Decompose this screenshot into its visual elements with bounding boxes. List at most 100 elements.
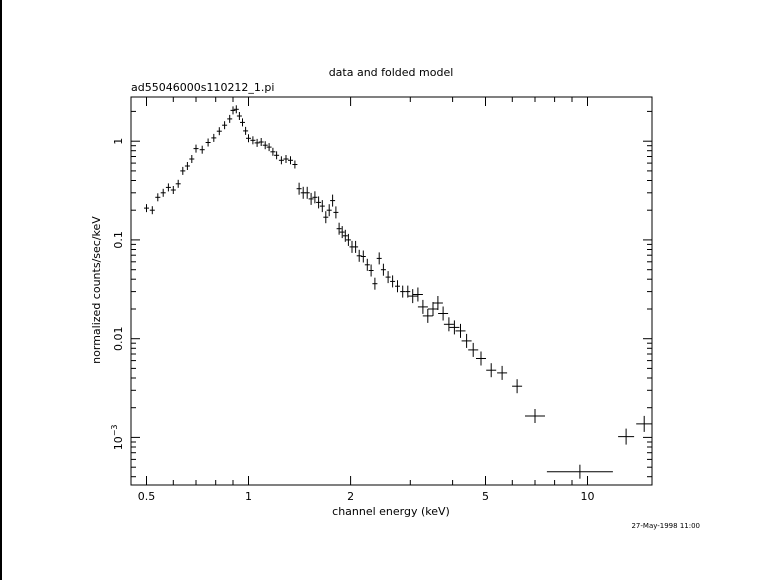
data-point <box>443 317 454 332</box>
data-point <box>390 275 396 288</box>
data-point <box>360 250 366 263</box>
data-point <box>438 306 449 321</box>
data-point <box>364 258 370 271</box>
data-point <box>222 121 228 130</box>
data-point <box>175 179 181 188</box>
y-axis-label: normalized counts/sec/keV <box>90 216 103 364</box>
axis-ticks <box>131 97 652 485</box>
x-tick-label: 1 <box>245 490 252 503</box>
data-point <box>407 289 418 304</box>
data-point <box>216 127 222 136</box>
data-point <box>240 118 245 127</box>
data-point <box>184 162 190 170</box>
data-point <box>385 271 391 284</box>
data-point <box>180 166 186 175</box>
data-point <box>270 147 276 156</box>
data-point <box>468 342 479 357</box>
data-point <box>292 160 298 169</box>
data-point <box>368 264 374 277</box>
data-point <box>395 280 400 293</box>
data-point <box>170 186 176 194</box>
y-tick-label: 0.01 <box>112 326 125 351</box>
x-tick-label: 5 <box>482 490 489 503</box>
data-point <box>211 133 217 142</box>
data-point <box>486 363 497 378</box>
data-point <box>316 196 322 209</box>
data-point <box>266 143 272 152</box>
data-point <box>461 333 472 348</box>
data-point <box>246 134 251 143</box>
data-point <box>278 156 284 165</box>
data-point <box>254 138 260 147</box>
data-point <box>339 226 345 239</box>
data-point <box>236 112 242 120</box>
window-left-edge <box>0 0 2 580</box>
data-point <box>250 136 256 145</box>
data-point <box>160 188 166 197</box>
data-point <box>449 320 460 335</box>
data-point <box>323 211 329 224</box>
data-point <box>199 145 205 154</box>
data-point <box>243 126 249 135</box>
data-point <box>476 351 486 366</box>
data-point <box>417 299 428 314</box>
y-tick-label: 1 <box>112 138 125 145</box>
data-point <box>149 206 155 215</box>
data-points <box>144 105 653 479</box>
data-point <box>312 191 318 204</box>
data-point <box>189 155 195 163</box>
data-point <box>230 106 236 115</box>
data-point <box>336 222 342 235</box>
data-point <box>205 138 211 147</box>
data-point <box>193 144 199 153</box>
x-tick-label: 2 <box>347 490 354 503</box>
data-point <box>636 415 653 432</box>
data-point <box>333 206 339 219</box>
chart-title: data and folded model <box>329 66 454 79</box>
axis-tick-labels: 0.5 1 2 5 10 1 0.1 0.01 10−3 <box>110 138 594 503</box>
data-point <box>304 186 310 199</box>
data-point <box>497 365 508 380</box>
data-point <box>422 308 433 323</box>
data-point <box>326 204 332 217</box>
data-point <box>525 409 545 423</box>
data-point <box>400 285 406 298</box>
data-point <box>319 200 325 213</box>
data-point <box>380 263 386 276</box>
data-point <box>353 240 359 253</box>
data-point <box>428 302 438 316</box>
footer-timestamp: 27-May-1998 11:00 <box>631 522 700 530</box>
data-point <box>262 141 268 150</box>
chart-subtitle: ad55046000s110212_1.pi <box>131 81 274 94</box>
data-point <box>274 151 280 160</box>
data-point <box>288 156 293 165</box>
data-point <box>376 252 382 265</box>
data-point <box>342 229 348 242</box>
data-point <box>283 155 289 163</box>
data-point <box>356 249 362 262</box>
data-point <box>330 194 336 207</box>
y-tick-label: 10−3 <box>110 425 125 451</box>
data-point <box>144 204 149 213</box>
plot-frame <box>130 96 653 486</box>
x-tick-label: 10 <box>581 490 595 503</box>
data-point <box>233 105 239 114</box>
data-point <box>412 287 423 302</box>
data-point <box>618 428 635 445</box>
data-point <box>546 464 613 479</box>
data-point <box>455 323 466 338</box>
data-point <box>372 277 378 290</box>
data-point <box>345 233 351 246</box>
data-point <box>165 183 171 192</box>
data-point <box>512 379 523 394</box>
y-tick-label: 0.1 <box>112 231 125 249</box>
data-point <box>258 138 264 146</box>
x-tick-label: 0.5 <box>138 490 156 503</box>
data-point <box>432 296 443 310</box>
data-point <box>296 182 302 195</box>
data-point <box>227 114 233 123</box>
x-axis-label: channel energy (keV) <box>332 505 450 518</box>
data-point <box>308 192 314 205</box>
data-point <box>155 193 161 202</box>
